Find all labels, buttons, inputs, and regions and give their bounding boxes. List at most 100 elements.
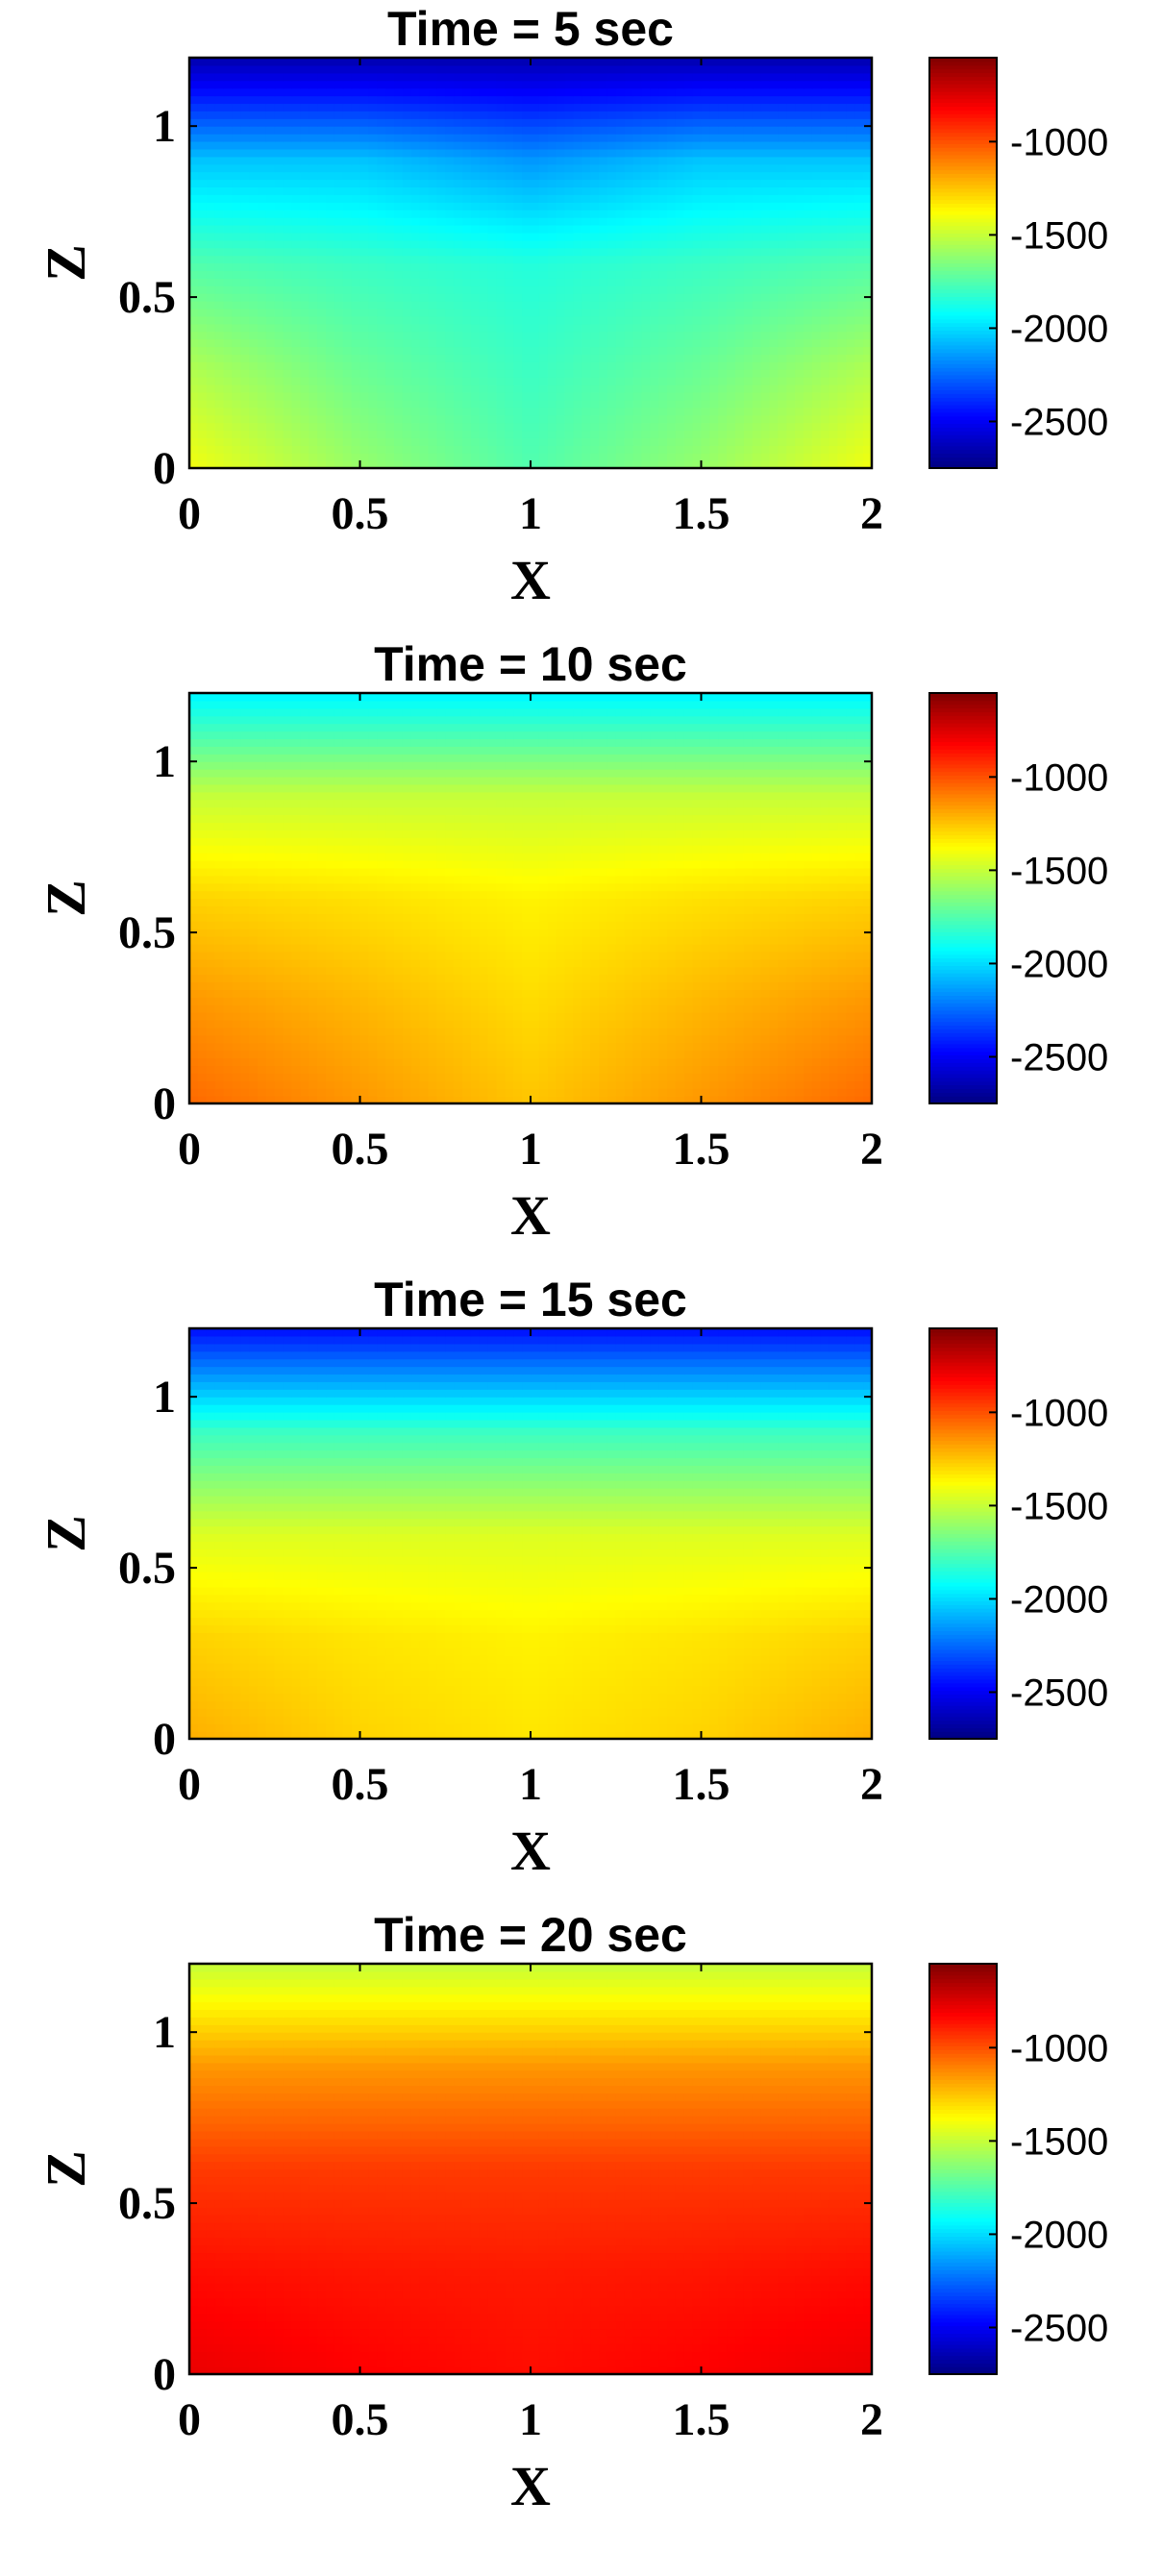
- heatmap-cell: [531, 293, 540, 302]
- heatmap-cell: [769, 285, 779, 294]
- heatmap-cell: [300, 460, 309, 469]
- heatmap-cell: [701, 72, 710, 82]
- heatmap-cell: [811, 338, 822, 348]
- heatmap-cell: [428, 361, 437, 370]
- heatmap-cell: [650, 58, 659, 66]
- heatmap-cell: [624, 103, 634, 111]
- heatmap-cell: [265, 103, 276, 111]
- heatmap-cell: [258, 361, 267, 370]
- heatmap-cell: [189, 331, 199, 340]
- heatmap-cell: [667, 1073, 677, 1081]
- colorbar-segment: [929, 147, 997, 152]
- heatmap-cell: [683, 422, 694, 432]
- heatmap-cell: [326, 134, 335, 142]
- heatmap-cell: [778, 285, 787, 294]
- heatmap-cell: [368, 163, 378, 173]
- heatmap-cell: [265, 239, 276, 249]
- heatmap-cell: [410, 224, 421, 234]
- heatmap-cell: [479, 64, 489, 74]
- heatmap-cell: [445, 361, 455, 370]
- heatmap-cell: [214, 202, 225, 211]
- heatmap-cell: [291, 217, 301, 226]
- heatmap-cell: [206, 1057, 216, 1067]
- heatmap-cell: [265, 338, 276, 348]
- heatmap-cell: [479, 377, 489, 385]
- heatmap-cell: [258, 422, 267, 432]
- heatmap-cell: [760, 87, 771, 97]
- heatmap-cell: [760, 460, 771, 469]
- heatmap-cell: [590, 194, 600, 203]
- heatmap-cell: [368, 315, 378, 325]
- heatmap-cell: [368, 1050, 378, 1059]
- heatmap-cell: [564, 80, 574, 89]
- heatmap-cell: [300, 391, 309, 401]
- heatmap-cell: [300, 445, 309, 454]
- colorbar-segment: [929, 136, 997, 140]
- heatmap-cell: [377, 391, 386, 401]
- heatmap-cell: [428, 194, 437, 203]
- heatmap-cell: [538, 369, 549, 378]
- heatmap-cell: [556, 338, 566, 348]
- heatmap-cell: [513, 369, 523, 378]
- heatmap-cell: [683, 361, 694, 370]
- colorbar-segment: [929, 266, 997, 271]
- heatmap-cell: [804, 232, 813, 241]
- heatmap-cell: [232, 315, 241, 325]
- heatmap-cell: [863, 377, 873, 385]
- heatmap-cell: [599, 1088, 608, 1097]
- heatmap-cell: [445, 64, 455, 74]
- heatmap-cell: [368, 262, 378, 272]
- heatmap-cell: [811, 194, 822, 203]
- heatmap-cell: [454, 407, 463, 416]
- heatmap-cell: [727, 1065, 736, 1074]
- heatmap-cell: [863, 111, 873, 119]
- heatmap-cell: [223, 285, 233, 294]
- heatmap-cell: [692, 224, 703, 234]
- heatmap-cell: [760, 103, 771, 111]
- heatmap-cell: [863, 445, 873, 454]
- heatmap-cell: [274, 346, 285, 355]
- heatmap-cell: [538, 148, 549, 158]
- heatmap-cell: [820, 407, 830, 416]
- heatmap-cell: [394, 1088, 404, 1097]
- heatmap-cell: [718, 1073, 728, 1081]
- heatmap-cell: [283, 194, 293, 203]
- heatmap-cell: [564, 148, 574, 158]
- heatmap-cell: [505, 430, 514, 438]
- heatmap-cell: [846, 369, 855, 378]
- heatmap-cell: [760, 1057, 771, 1067]
- heatmap-cell: [760, 301, 771, 310]
- heatmap-cell: [727, 453, 736, 461]
- heatmap-cell: [769, 95, 779, 105]
- heatmap-cell: [538, 346, 549, 355]
- heatmap-cell: [675, 210, 685, 218]
- heatmap-cell: [820, 64, 830, 74]
- heatmap-cell: [274, 354, 285, 362]
- heatmap-cell: [385, 293, 395, 302]
- heatmap-cell: [265, 437, 276, 446]
- heatmap-cell: [846, 308, 855, 317]
- heatmap-cell: [522, 247, 532, 257]
- heatmap-cell: [727, 111, 736, 119]
- heatmap-cell: [334, 1050, 344, 1059]
- heatmap-cell: [368, 361, 378, 370]
- heatmap-cell: [385, 1050, 395, 1059]
- heatmap-cell: [300, 308, 309, 317]
- heatmap-cell: [513, 414, 523, 424]
- heatmap-cell: [342, 391, 353, 401]
- heatmap-cell: [582, 1088, 591, 1097]
- heatmap-cell: [667, 80, 677, 89]
- heatmap-cell: [863, 134, 873, 142]
- heatmap-cell: [820, 399, 830, 409]
- heatmap-cell: [326, 72, 335, 82]
- heatmap-cell: [487, 255, 498, 264]
- heatmap-cell: [249, 140, 259, 150]
- heatmap-cell: [590, 140, 600, 150]
- heatmap-cell: [470, 1080, 481, 1089]
- heatmap-cell: [811, 179, 822, 188]
- heatmap-cell: [223, 414, 233, 424]
- heatmap-cell: [624, 346, 634, 355]
- heatmap-cell: [214, 270, 225, 279]
- heatmap-cell: [667, 179, 677, 188]
- heatmap-cell: [718, 278, 728, 286]
